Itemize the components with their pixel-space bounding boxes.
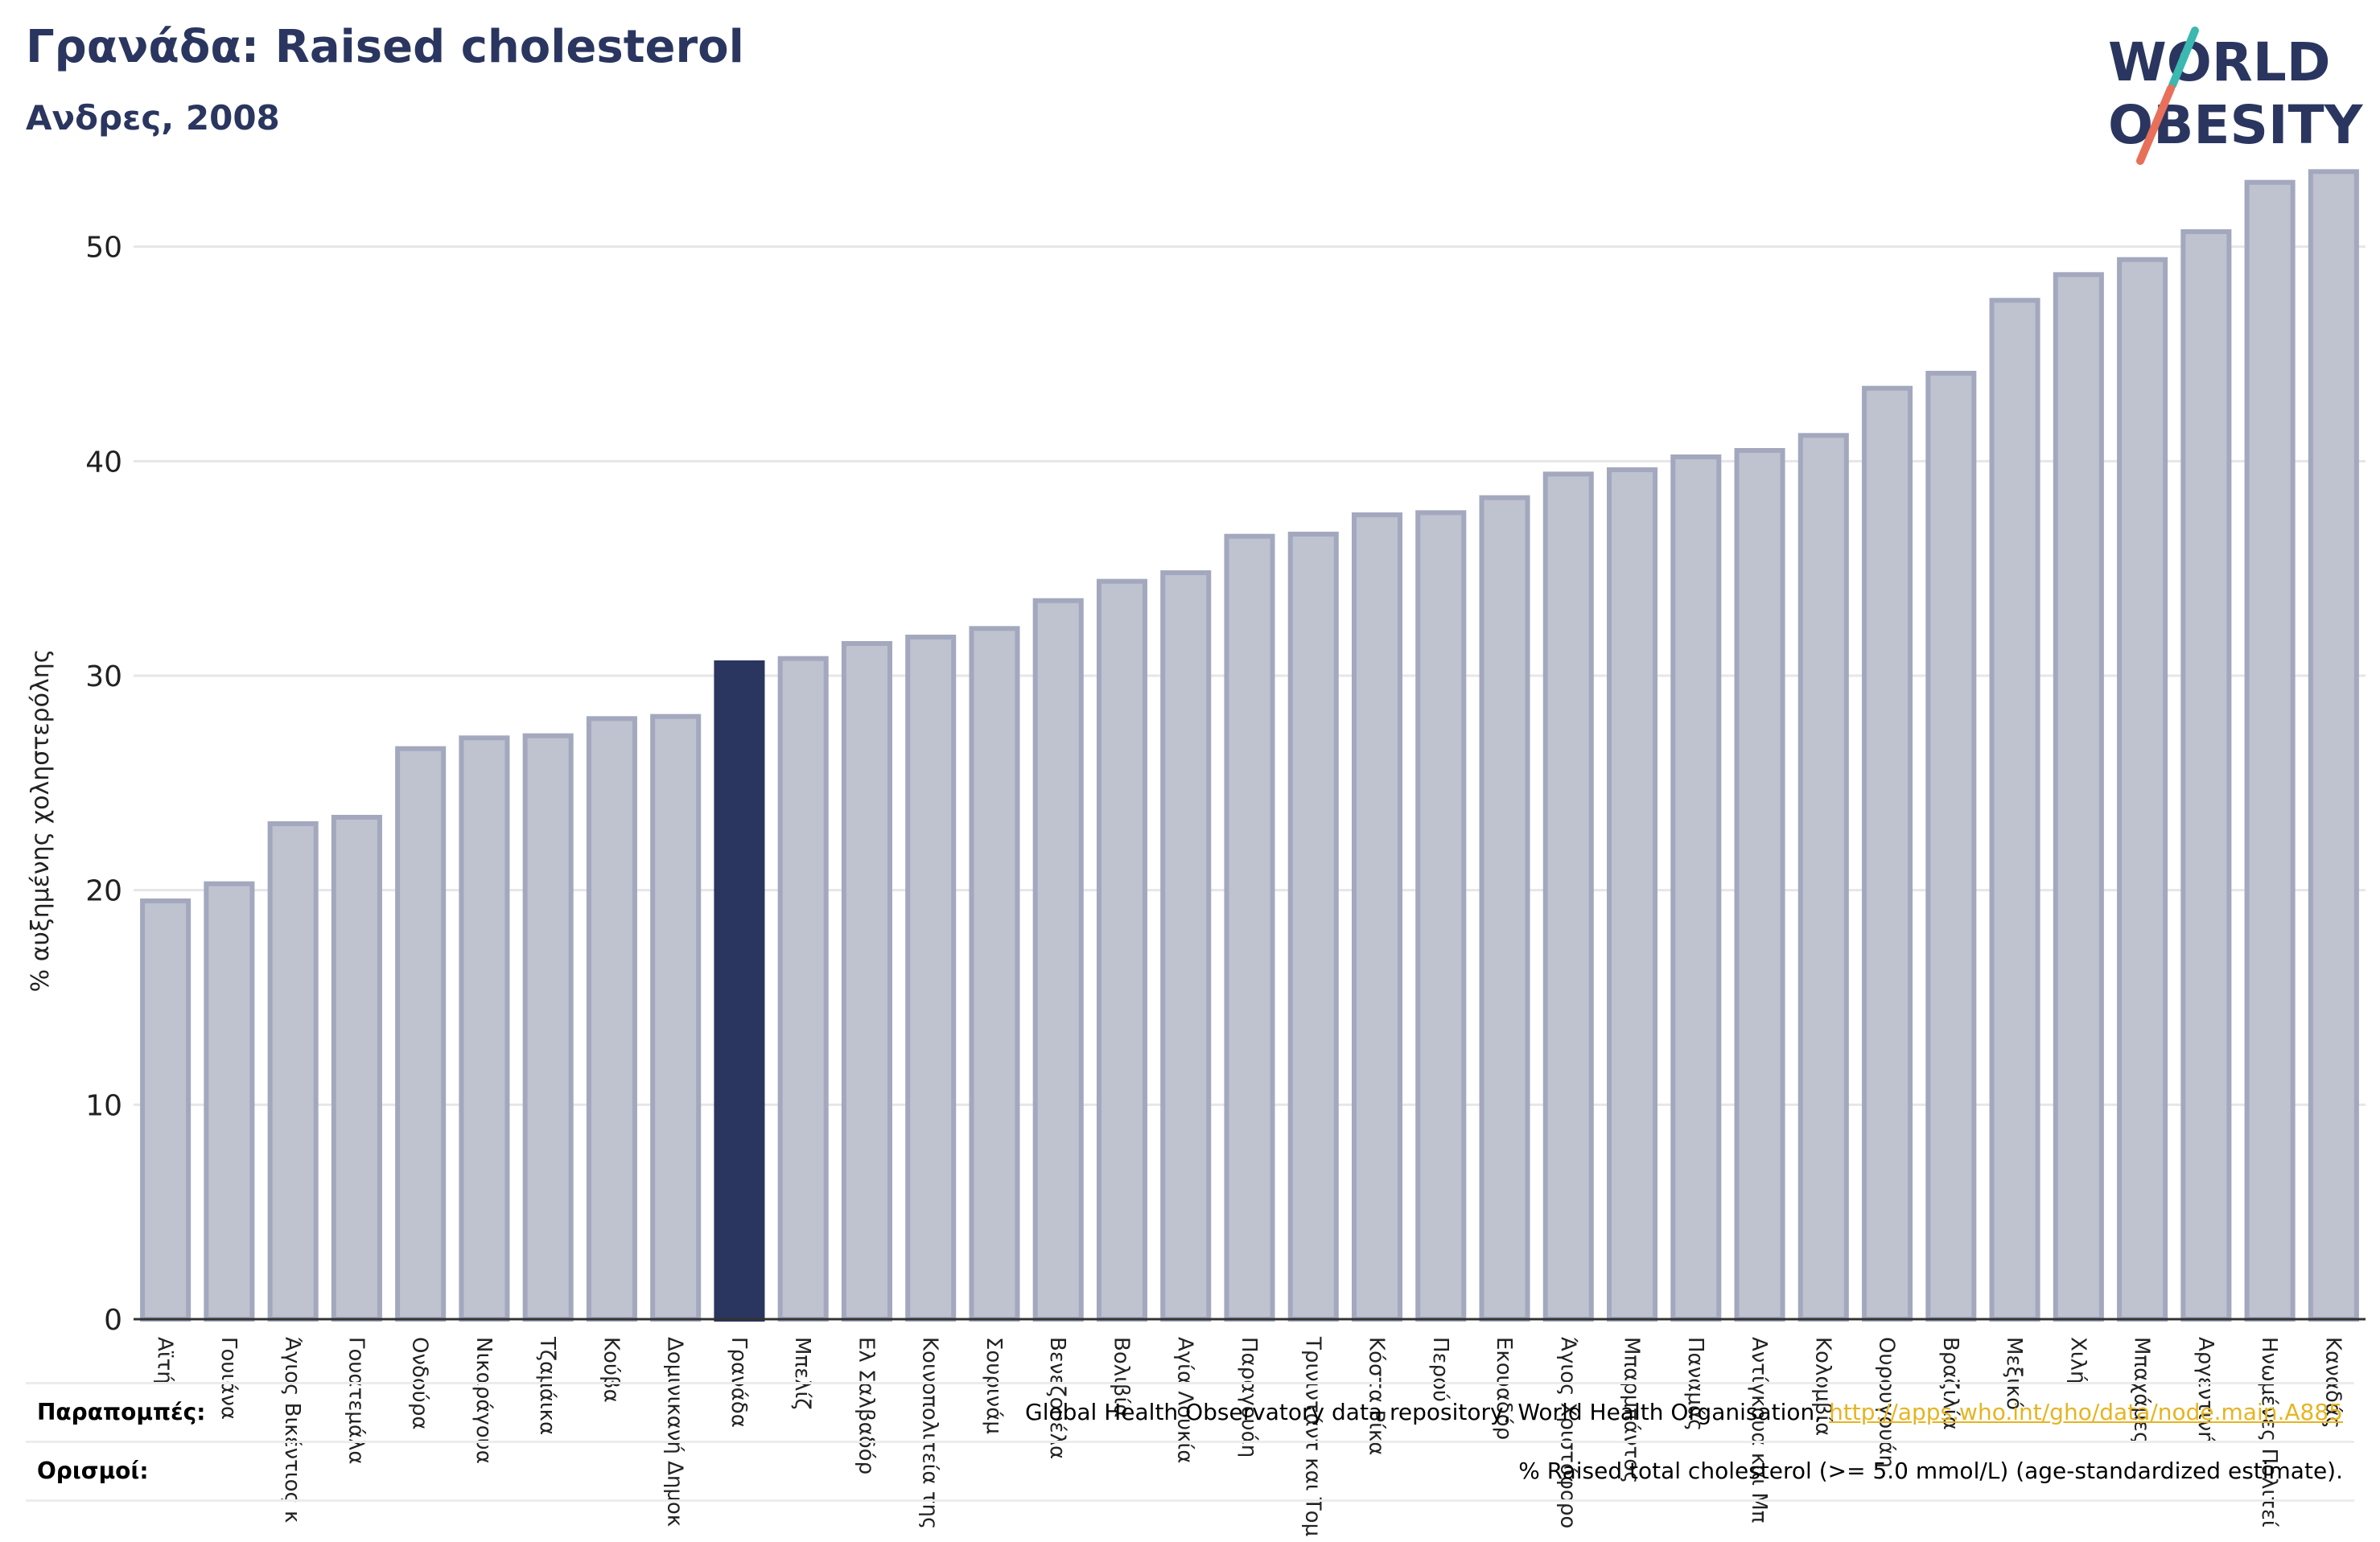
y-tick-label: 20: [85, 875, 122, 908]
bar: [1224, 533, 1275, 1322]
x-tick-label: Βενεζουέλα: [1045, 1337, 1069, 1459]
x-tick-label: Παραγουάη: [1237, 1337, 1261, 1458]
bar: [1160, 570, 1212, 1322]
bar: [267, 821, 319, 1322]
bar: [841, 641, 892, 1322]
x-tick-label: Αϊτή: [153, 1337, 177, 1384]
definitions-row: Ορισμοί: % Raised total cholesterol (>= …: [26, 1441, 2354, 1502]
bar: [586, 716, 637, 1322]
logo-line1: WORLD: [2108, 31, 2331, 93]
x-tick-label: Σουρινάμ: [982, 1337, 1006, 1434]
chart-title: Γρανάδα: Raised cholesterol: [26, 21, 744, 73]
x-tick-label: Άγιος Χριστόφορο: [1555, 1337, 1579, 1528]
bar: [969, 626, 1020, 1322]
x-tick-label: Ηνωμένες Πολιτεί: [2257, 1337, 2281, 1528]
logo-slash-top: [2168, 27, 2199, 89]
x-tick-label: Άγιος Βικέντιος κ: [280, 1337, 304, 1523]
bar: [2180, 229, 2232, 1322]
bar: [905, 635, 957, 1322]
bar: [395, 746, 447, 1322]
chart-subtitle: Ανδρες, 2008: [26, 98, 280, 138]
bar: [204, 881, 255, 1322]
references-link[interactable]: http://apps.who.int/gho/data/node.main.A…: [1829, 1399, 2343, 1425]
logo-slash-bottom: [2136, 84, 2175, 165]
x-tick-label: Εκουαδόρ: [1492, 1337, 1516, 1440]
bar: [2308, 169, 2359, 1322]
bar: [1415, 510, 1467, 1322]
bar: [777, 656, 829, 1322]
x-tick-label: Γουατεμάλα: [344, 1337, 368, 1465]
y-tick-label: 50: [85, 232, 122, 265]
bar: [2117, 257, 2168, 1322]
x-tick-label: Ελ Σαλβαδόρ: [854, 1337, 878, 1474]
definitions-value: % Raised total cholesterol (>= 5.0 mmol/…: [1518, 1458, 2343, 1484]
x-tick-label: Μπαχάμες: [2130, 1337, 2154, 1444]
bar: [1287, 532, 1339, 1322]
bar: [1797, 433, 1849, 1322]
bar: [140, 898, 191, 1322]
references-label: Παραπομπές:: [37, 1399, 206, 1425]
bar: [1096, 578, 1148, 1322]
definitions-label: Ορισμοί:: [37, 1458, 149, 1484]
x-tick-label: Χιλή: [2065, 1337, 2090, 1384]
x-tick-label: Ουρουγουάη: [1875, 1337, 1899, 1468]
x-tick-label: Κοινοπολιτεία της: [918, 1337, 942, 1529]
x-tick-label: Κολομβία: [1810, 1337, 1834, 1436]
bar: [650, 713, 702, 1322]
bar: [1351, 512, 1403, 1322]
x-tick-label: Μεξικό: [2002, 1337, 2026, 1410]
bar: [2053, 272, 2104, 1322]
bars: [140, 169, 2359, 1322]
x-tick-label: Τρινιντάντ και Τομ: [1300, 1336, 1324, 1536]
bar: [459, 735, 510, 1322]
x-tick-label: Περού: [1428, 1337, 1452, 1402]
x-tick-label: Αργεντινή: [2193, 1337, 2217, 1445]
bar: [1670, 454, 1722, 1322]
chart-footer: Παραπομπές: Global Health Observatory da…: [26, 1382, 2354, 1502]
x-tick-label: Μπαρμπάντος: [1620, 1337, 1644, 1483]
references-value: Global Health Observatory data repositor…: [1025, 1399, 2343, 1425]
y-tick-label: 30: [85, 660, 122, 693]
bar: [714, 660, 765, 1322]
x-tick-label: Αντίγκουα και Μπ: [1747, 1337, 1771, 1523]
bar: [1032, 598, 1084, 1322]
y-tick-label: 10: [85, 1089, 122, 1122]
y-tick-label: 0: [104, 1304, 122, 1337]
x-tick-label: Κόστα Ρίκα: [1365, 1337, 1389, 1455]
bar: [1989, 298, 2040, 1322]
bar: [1607, 467, 1658, 1322]
bar: [522, 733, 574, 1322]
x-tick-label: Δομινικανή Δημοκ: [663, 1337, 687, 1527]
x-tick-label: Κούβα: [599, 1337, 623, 1403]
bar: [1734, 448, 1785, 1322]
x-tick-label: Βολιβία: [1109, 1337, 1133, 1417]
bar: [331, 815, 382, 1322]
bar: [1479, 495, 1530, 1322]
references-row: Παραπομπές: Global Health Observatory da…: [26, 1382, 2354, 1441]
bar: [1925, 371, 1977, 1322]
x-tick-label: Τζαμάικα: [535, 1336, 559, 1435]
y-axis-ticks: 0 10 20 30 40 50: [85, 232, 122, 1337]
bar: [2244, 179, 2296, 1322]
y-tick-label: 40: [85, 446, 122, 479]
bar: [1542, 471, 1594, 1322]
references-text: Global Health Observatory data repositor…: [1025, 1399, 1822, 1425]
y-axis-label: % αυξημένης χοληστερόλης: [27, 649, 55, 993]
bar: [1862, 385, 1913, 1322]
world-obesity-logo: WORLD OBESITY: [2108, 27, 2364, 165]
x-tick-label: Γουιάνα: [216, 1337, 241, 1420]
x-tick-label: Μπελίζ: [790, 1337, 814, 1409]
